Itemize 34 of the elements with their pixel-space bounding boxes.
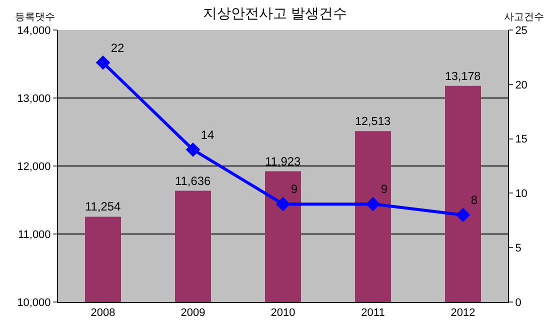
point xyxy=(186,142,200,157)
data-label: 11,636 xyxy=(175,174,212,188)
y2-tick-label: 5 xyxy=(515,242,522,254)
x-tick-label: 2010 xyxy=(270,307,296,320)
x-tick-label: 2008 xyxy=(90,307,116,320)
y-tick-label: 10,000 xyxy=(17,296,51,309)
data-label: 9 xyxy=(290,182,298,196)
x-tick-label: 2012 xyxy=(450,307,476,320)
x-tick-label: 2011 xyxy=(361,307,385,320)
chart-title: 지상안전사고 발생건수 xyxy=(203,5,347,22)
y-tick-label: 14,000 xyxy=(17,24,51,37)
data-label: 8 xyxy=(470,193,478,208)
y2-tick-label: 10 xyxy=(515,188,528,200)
point xyxy=(366,196,380,212)
x-tick-label: 2009 xyxy=(180,307,206,320)
data-label: 13,178 xyxy=(445,70,481,83)
y2-tick-label: 0 xyxy=(515,296,522,309)
y2-axis-title: 사고건수 xyxy=(504,12,544,23)
data-label: 14 xyxy=(200,128,215,142)
y-tick-label: 11,000 xyxy=(18,228,51,241)
y2-tick-label: 20 xyxy=(515,79,528,92)
point xyxy=(276,196,290,212)
data-label: 22 xyxy=(110,40,125,55)
y2-tick-label: 25 xyxy=(515,24,528,37)
data-label: 12,513 xyxy=(355,115,391,128)
y-tick-label: 12,000 xyxy=(17,160,51,173)
y2-tick-label: 15 xyxy=(515,134,528,146)
point xyxy=(456,208,470,222)
data-label: 11,254 xyxy=(85,200,122,214)
data-label: 9 xyxy=(380,182,388,196)
y-tick-label: 13,000 xyxy=(17,92,51,105)
y-axis-title: 등록댓수 xyxy=(15,12,55,23)
data-label: 11,923 xyxy=(265,154,302,168)
point xyxy=(96,55,110,70)
